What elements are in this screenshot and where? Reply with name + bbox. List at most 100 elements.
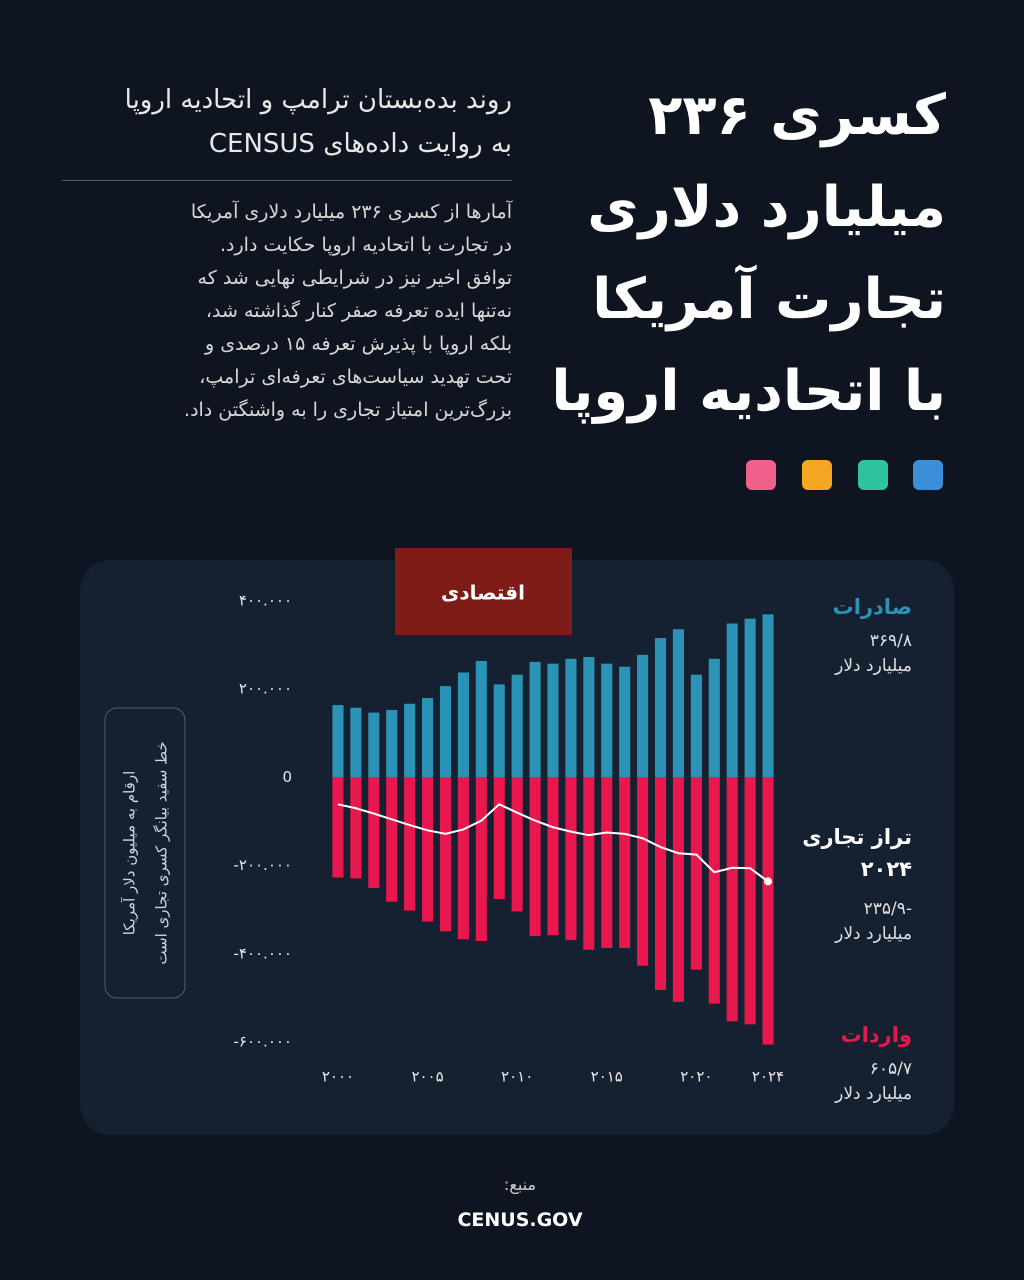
bar	[708, 658, 720, 778]
x-tick-label: ۲۰۰۰	[322, 1068, 354, 1086]
bar	[744, 777, 756, 1025]
x-tick-label: ۲۰۰۵	[411, 1068, 443, 1086]
bar	[457, 672, 469, 778]
unit-label: میلیارد دلار	[834, 1084, 912, 1104]
subtitle-line: به روایت داده‌های CENSUS	[208, 129, 512, 159]
x-tick-label: ۲۰۲۴	[752, 1068, 784, 1086]
bar	[672, 629, 684, 778]
bar	[619, 777, 631, 949]
y-tick-label: -۶۰۰.۰۰۰	[233, 1032, 292, 1050]
bar	[762, 614, 774, 778]
y-tick-label: -۴۰۰.۰۰۰	[233, 944, 292, 962]
bar	[619, 666, 631, 778]
divider	[62, 180, 512, 181]
bar	[583, 777, 595, 950]
body-text: آمارها از کسری ۲۳۶ میلیارد دلاری آمریکا …	[52, 196, 512, 427]
bar	[565, 777, 577, 941]
decor-square	[746, 460, 776, 490]
body-line: در تجارت با اتحادیه اروپا حکایت دارد.	[219, 234, 512, 256]
bar	[404, 777, 416, 911]
end-value-label: -۲۳۵/۹	[864, 899, 912, 919]
plot: ۴۰۰.۰۰۰ ۲۰۰.۰۰۰ 0 -۲۰۰.۰۰۰ -۴۰۰.۰۰۰ -۶۰۰.۰۰۰ ۲…	[121, 592, 913, 1104]
bar	[368, 712, 380, 778]
bar	[601, 777, 613, 949]
y-tick-label: 0	[282, 768, 292, 786]
bar	[583, 657, 595, 778]
y-tick-label: ۲۰۰.۰۰۰	[239, 680, 292, 698]
bar	[457, 777, 469, 940]
body-line: تحت تهدید سیاست‌های تعرفه‌ای ترامپ،	[199, 366, 512, 388]
note: ارقام به میلیون دلار آمریکا	[121, 771, 139, 936]
unit-label: میلیارد دلار	[834, 924, 912, 944]
title-line: تجارت آمریکا	[592, 267, 946, 332]
bar	[547, 663, 559, 778]
bar	[511, 674, 523, 778]
balance-line	[337, 803, 769, 883]
bar	[654, 638, 667, 778]
body-line: توافق اخیر نیز در شرایطی نهایی شد که	[197, 267, 512, 289]
decor-square	[802, 460, 832, 490]
note-box	[104, 707, 186, 999]
decor-square	[913, 460, 943, 490]
bar	[493, 777, 505, 900]
title: کسری ۲۳۶ میلیارد دلاری تجارت آمریکا با ا…	[486, 70, 946, 438]
note: خط سفید بیانگر کسری تجاری است	[153, 741, 171, 964]
bar	[493, 684, 505, 778]
bar	[672, 777, 684, 1002]
bar	[350, 707, 362, 778]
bar	[762, 777, 774, 1045]
body-line: آمارها از کسری ۲۳۶ میلیارد دلاری آمریکا	[190, 201, 512, 223]
bar	[565, 658, 577, 778]
bar	[654, 777, 667, 990]
bar	[350, 777, 362, 879]
bar	[422, 698, 434, 778]
title-line: کسری ۲۳۶	[648, 83, 946, 148]
logo-box	[395, 548, 572, 635]
end-value-label: ۳۶۹/۸	[870, 631, 912, 651]
bar	[386, 709, 398, 778]
title-line: با اتحادیه اروپا	[551, 359, 946, 424]
bar	[726, 623, 738, 778]
bar	[439, 686, 452, 778]
bar	[690, 777, 702, 970]
x-tick-label: ۲۰۱۵	[591, 1068, 623, 1086]
bar	[332, 705, 344, 778]
bar	[332, 777, 344, 878]
bar	[637, 654, 649, 778]
bar	[601, 663, 613, 778]
bar	[368, 777, 380, 889]
title-line: میلیارد دلاری	[587, 175, 946, 240]
body-line: نه‌تنها ایده تعرفه صفر کنار گذاشته شد،	[205, 300, 512, 322]
legend-label: واردات	[841, 1023, 912, 1047]
bar	[422, 777, 434, 922]
bar	[708, 777, 720, 1004]
end-dot	[764, 877, 773, 886]
body-line: بزرگ‌ترین امتیاز تجاری را به واشنگتن داد…	[184, 399, 512, 421]
legend-label: تراز تجاری	[802, 825, 912, 849]
unit-label: میلیارد دلار	[834, 656, 912, 676]
bar	[547, 777, 559, 936]
bar	[475, 660, 487, 778]
bar	[529, 661, 541, 778]
bar	[439, 777, 452, 932]
bar	[690, 674, 702, 778]
x-tick-label: ۲۰۱۰	[501, 1068, 533, 1086]
legend-label: صادرات	[833, 595, 912, 619]
legend-year: ۲۰۲۴	[861, 857, 912, 881]
subtitle-line: روند بده‌بستان ترامپ و اتحادیه اروپا	[124, 85, 512, 115]
y-tick-label: -۲۰۰.۰۰۰	[233, 856, 292, 874]
bar	[637, 777, 649, 966]
bar	[511, 777, 523, 912]
body-line: بلکه اروپا با پذیرش تعرفه ۱۵ درصدی و	[205, 333, 512, 355]
x-tick-label: ۲۰۲۰	[680, 1068, 712, 1086]
bar	[475, 777, 487, 942]
bar	[529, 777, 541, 937]
bar	[386, 777, 398, 902]
bar	[744, 618, 756, 778]
bar	[726, 777, 738, 1022]
logo: اقتصادی	[441, 581, 525, 605]
source-label: منبع:	[504, 1175, 536, 1195]
bar	[404, 703, 416, 778]
